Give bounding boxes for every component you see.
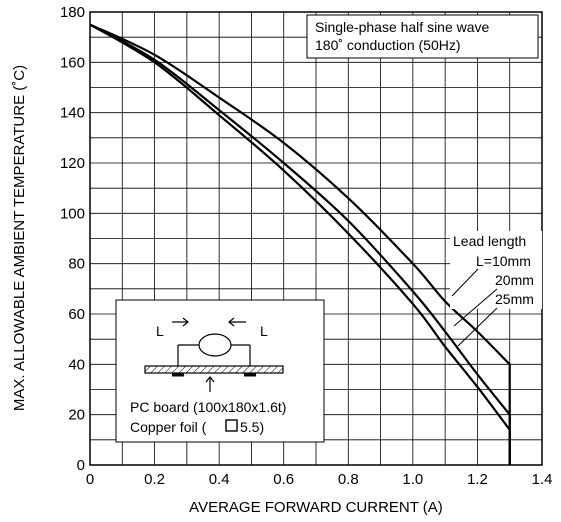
legend: Lead length L=10mm 20mm 25mm (450, 231, 542, 347)
conditions-line-2: 180˚ conduction (50Hz) (315, 37, 461, 53)
legend-background (450, 231, 542, 309)
copper-foil-suffix: 5.5) (240, 419, 264, 435)
y-tick-label: 40 (68, 356, 85, 373)
lead-length-label-right: L (260, 323, 268, 339)
x-axis-label: AVERAGE FORWARD CURRENT (A) (189, 499, 443, 516)
legend-title: Lead length (453, 233, 526, 249)
x-tick-label: 1.0 (402, 471, 423, 488)
x-tick-label: 0 (86, 471, 94, 488)
x-tick-label: 0.2 (144, 471, 165, 488)
legend-leader-25mm (457, 307, 498, 347)
y-tick-label: 100 (60, 205, 85, 222)
legend-leader-10mm (451, 268, 479, 297)
square-symbol (225, 419, 238, 432)
series-line-20mm (89, 23, 511, 465)
y-tick-label: 120 (60, 155, 85, 172)
series-line-25mm (89, 23, 511, 465)
tick-labels: 0 0.2 0.4 0.6 0.8 1.0 1.2 1.4 0 20 40 60 80 100 120 140… (60, 4, 552, 488)
diode-package-illustration (144, 317, 284, 392)
dimension-left-arrowhead (182, 317, 189, 327)
lead-length-label-left: L (156, 323, 164, 339)
conditions-box: Single-phase half sine wave 180˚ conduct… (306, 14, 539, 59)
x-tick-label: 0.6 (273, 471, 294, 488)
pc-board (144, 365, 284, 374)
y-tick-label: 160 (60, 54, 85, 71)
x-tick-label: 1.4 (532, 471, 553, 488)
x-tick-label: 0.4 (209, 471, 230, 488)
y-tick-label: 180 (60, 4, 85, 21)
x-tick-label: 0.8 (338, 471, 359, 488)
conditions-frame (306, 14, 539, 59)
y-tick-label: 0 (77, 457, 85, 474)
series-group (89, 23, 511, 465)
diode-body (198, 333, 232, 357)
pc-board-label: PC board (100x180x1.6t) (130, 399, 286, 415)
y-tick-label: 20 (68, 407, 85, 424)
conditions-line-1: Single-phase half sine wave (315, 19, 490, 35)
y-tick-label: 80 (68, 256, 85, 273)
mounting-inset: L L PC board (100x180x1.6t) Copper foil … (115, 299, 325, 443)
copper-foil-prefix: Copper foil ( (130, 419, 207, 435)
legend-leader-20mm (453, 288, 498, 327)
dimension-right-arrowhead (228, 317, 235, 327)
legend-label-10mm: L=10mm (476, 253, 531, 269)
series-line-l10mm (89, 23, 511, 465)
y-tick-label: 140 (60, 105, 85, 122)
legend-label-25mm: 25mm (495, 291, 534, 307)
x-tick-label: 1.2 (467, 471, 488, 488)
board-pointer-head (205, 376, 215, 383)
legend-label-20mm: 20mm (495, 272, 534, 288)
y-axis-label: MAX. ALLOWABLE AMBIENT TEMPERATURE (˚C) (11, 65, 28, 411)
y-tick-label: 60 (68, 306, 85, 323)
